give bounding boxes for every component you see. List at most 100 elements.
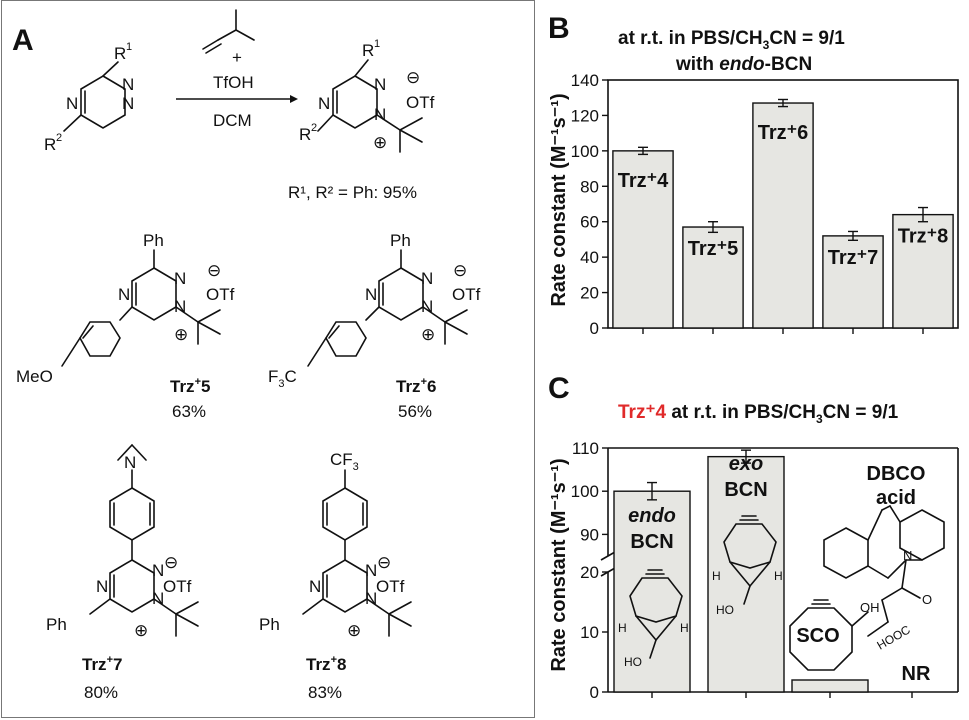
svg-text:⊖: ⊖ <box>377 553 391 572</box>
chart-c-ytick-label: 100 <box>571 482 599 501</box>
svg-text:N: N <box>118 285 130 304</box>
svg-text:1: 1 <box>126 41 132 53</box>
chart-b-category-label: Trz⁺7 <box>828 247 879 269</box>
svg-text:OH: OH <box>860 600 880 615</box>
svg-text:OTf: OTf <box>206 285 235 304</box>
svg-text:1: 1 <box>374 38 380 50</box>
svg-text:⊕: ⊕ <box>421 325 435 344</box>
svg-text:R: R <box>299 125 311 144</box>
chart-b-ytick-label: 140 <box>571 71 599 90</box>
svg-text:R: R <box>44 135 56 154</box>
chart-b-bar <box>822 235 884 329</box>
svg-text:OTf: OTf <box>163 577 192 596</box>
compound-trz7-yield: 80% <box>84 683 118 702</box>
svg-text:R: R <box>362 41 374 60</box>
chart-c-nr-label: NR <box>902 663 931 685</box>
chart-b-ytick-label: 120 <box>571 106 599 125</box>
svg-text:N: N <box>365 589 377 608</box>
svg-text:R: R <box>114 44 126 63</box>
chart-b-ytick-label: 0 <box>590 319 599 338</box>
svg-text:HO: HO <box>624 655 642 669</box>
svg-text:N: N <box>374 75 386 94</box>
compound-trz8-structure: CF3 N N N ⊖ OTf ⊕ Ph <box>259 450 412 640</box>
svg-text:N: N <box>152 589 164 608</box>
sco-structure: OH <box>789 599 880 671</box>
svg-text:OTf: OTf <box>376 577 405 596</box>
svg-text:O: O <box>922 592 932 607</box>
svg-text:Ph: Ph <box>390 231 411 250</box>
dbco-acid-structure: N O HOOC <box>823 505 945 653</box>
reactant-triazine: R 1 N N N R 2 <box>44 41 134 154</box>
svg-text:N: N <box>174 297 186 316</box>
svg-text:N: N <box>903 548 912 563</box>
compound-trz5-label: Trz+5 <box>170 376 210 396</box>
svg-text:H: H <box>618 621 627 635</box>
panel-a-label: A <box>12 24 34 57</box>
chart-b-title-line2: with endo-BCN <box>675 54 812 75</box>
reagent-plus: + <box>232 48 242 67</box>
svg-text:Ph: Ph <box>46 615 67 634</box>
svg-text:N: N <box>309 577 321 596</box>
chart-c-bar-label: DBCO <box>867 463 926 485</box>
isobutene <box>202 9 255 54</box>
svg-text:N: N <box>421 297 433 316</box>
chart-b-category-label: Trz⁺4 <box>618 170 669 192</box>
svg-text:HO: HO <box>716 603 734 617</box>
chart-c-axis-break <box>600 551 616 561</box>
svg-text:H: H <box>712 569 721 583</box>
svg-text:2: 2 <box>56 132 62 144</box>
svg-text:OTf: OTf <box>406 93 435 112</box>
endo-bcn-structure: H H HO <box>618 569 689 669</box>
chart-b-bar <box>612 150 674 329</box>
svg-text:OTf: OTf <box>452 285 481 304</box>
chart-b-bar <box>892 213 954 329</box>
chart-c-ytick-label: 110 <box>572 439 599 458</box>
chart-c-bar-label: BCN <box>630 531 673 553</box>
chart-b-category-label: Trz⁺6 <box>758 122 809 144</box>
chart-b-ytick-label: 60 <box>580 213 599 232</box>
svg-text:⊕: ⊕ <box>373 133 387 152</box>
chart-b-ytick-label: 80 <box>580 177 599 196</box>
compound-trz5-structure: Ph N N N ⊖ OTf ⊕ MeO <box>16 231 235 386</box>
svg-text:⊖: ⊖ <box>164 553 178 572</box>
compound-trz5-yield: 63% <box>172 402 206 421</box>
chart-b-category-label: Trz⁺5 <box>688 238 739 260</box>
svg-text:N: N <box>122 75 134 94</box>
svg-text:N: N <box>66 94 78 113</box>
svg-text:Ph: Ph <box>259 615 280 634</box>
chart-b-ytick-label: 100 <box>571 142 599 161</box>
svg-text:N: N <box>96 577 108 596</box>
compound-trz6-label: Trz+6 <box>396 376 436 396</box>
chart-b-category-label: Trz⁺8 <box>898 226 949 248</box>
compound-trz6-yield: 56% <box>398 402 432 421</box>
compound-trz8-label: Trz+8 <box>306 654 346 674</box>
chart-b-bar <box>752 102 814 329</box>
chart-c-title: Trz⁺4 at r.t. in PBS/CH3CN = 9/1 <box>618 402 899 426</box>
solvent-dcm: DCM <box>213 111 252 130</box>
chart-c-ytick-label: 90 <box>580 525 599 544</box>
svg-text:F3C: F3C <box>268 367 297 390</box>
compound-trz7-structure: N N N N ⊖ OTf ⊕ Ph <box>46 444 199 640</box>
svg-text:CF3: CF3 <box>330 450 359 473</box>
svg-text:⊖: ⊖ <box>406 68 420 87</box>
svg-text:⊕: ⊕ <box>347 621 361 640</box>
panel-c-label: C <box>548 372 570 405</box>
svg-text:N: N <box>174 269 186 288</box>
svg-text:N: N <box>122 94 134 113</box>
svg-text:H: H <box>680 621 689 635</box>
compound-trz7-label: Trz+7 <box>82 654 122 674</box>
svg-text:N: N <box>421 269 433 288</box>
panel-b-label: B <box>548 12 570 45</box>
chart-c-bar-label: acid <box>876 487 916 509</box>
chart-c-bar-label: exo <box>729 453 763 475</box>
chart-c-ytick-label: 0 <box>590 683 599 702</box>
chart-c-bar-label: BCN <box>724 479 767 501</box>
svg-text:⊕: ⊕ <box>174 325 188 344</box>
panel-a-frame <box>1 0 535 718</box>
chart-b-bar <box>682 226 744 329</box>
chart-c-ytick-label: 10 <box>580 623 599 642</box>
exo-bcn-structure: H H HO <box>712 515 783 617</box>
compound-trz8-yield: 83% <box>308 683 342 702</box>
